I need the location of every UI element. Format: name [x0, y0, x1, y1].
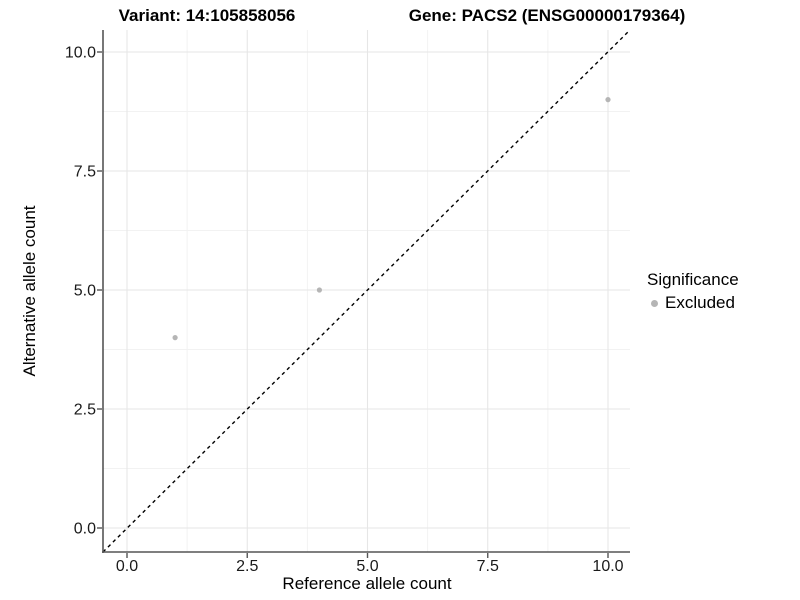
plot-title-variant: Variant: 14:105858056 — [118, 6, 296, 25]
identity-dashed-line — [102, 29, 631, 553]
y-tick-label: 7.5 — [74, 164, 96, 181]
y-axis-title: Alternative allele count — [20, 205, 39, 377]
data-point — [316, 287, 322, 293]
x-tick-label: 7.5 — [477, 558, 499, 575]
data-point — [605, 97, 611, 103]
x-tick-label: 5.0 — [356, 558, 378, 575]
x-tick-label: 2.5 — [236, 558, 258, 575]
y-tick-label: 10.0 — [65, 45, 96, 62]
y-tick-label: 5.0 — [74, 283, 96, 300]
x-tick-label: 10.0 — [592, 558, 623, 575]
y-tick-label: 2.5 — [74, 402, 96, 419]
legend-item-label: Excluded — [665, 293, 735, 312]
legend: Significance Excluded — [647, 270, 739, 312]
legend-title: Significance — [647, 270, 739, 289]
plot-title-gene: Gene: PACS2 (ENSG00000179364) — [408, 6, 686, 25]
x-tick-label: 0.0 — [116, 558, 138, 575]
data-point — [172, 335, 178, 341]
legend-point-icon — [651, 299, 658, 307]
y-tick-label: 0.0 — [74, 521, 96, 538]
x-axis-title: Reference allele count — [282, 574, 452, 593]
legend-item-excluded: Excluded — [647, 294, 739, 312]
